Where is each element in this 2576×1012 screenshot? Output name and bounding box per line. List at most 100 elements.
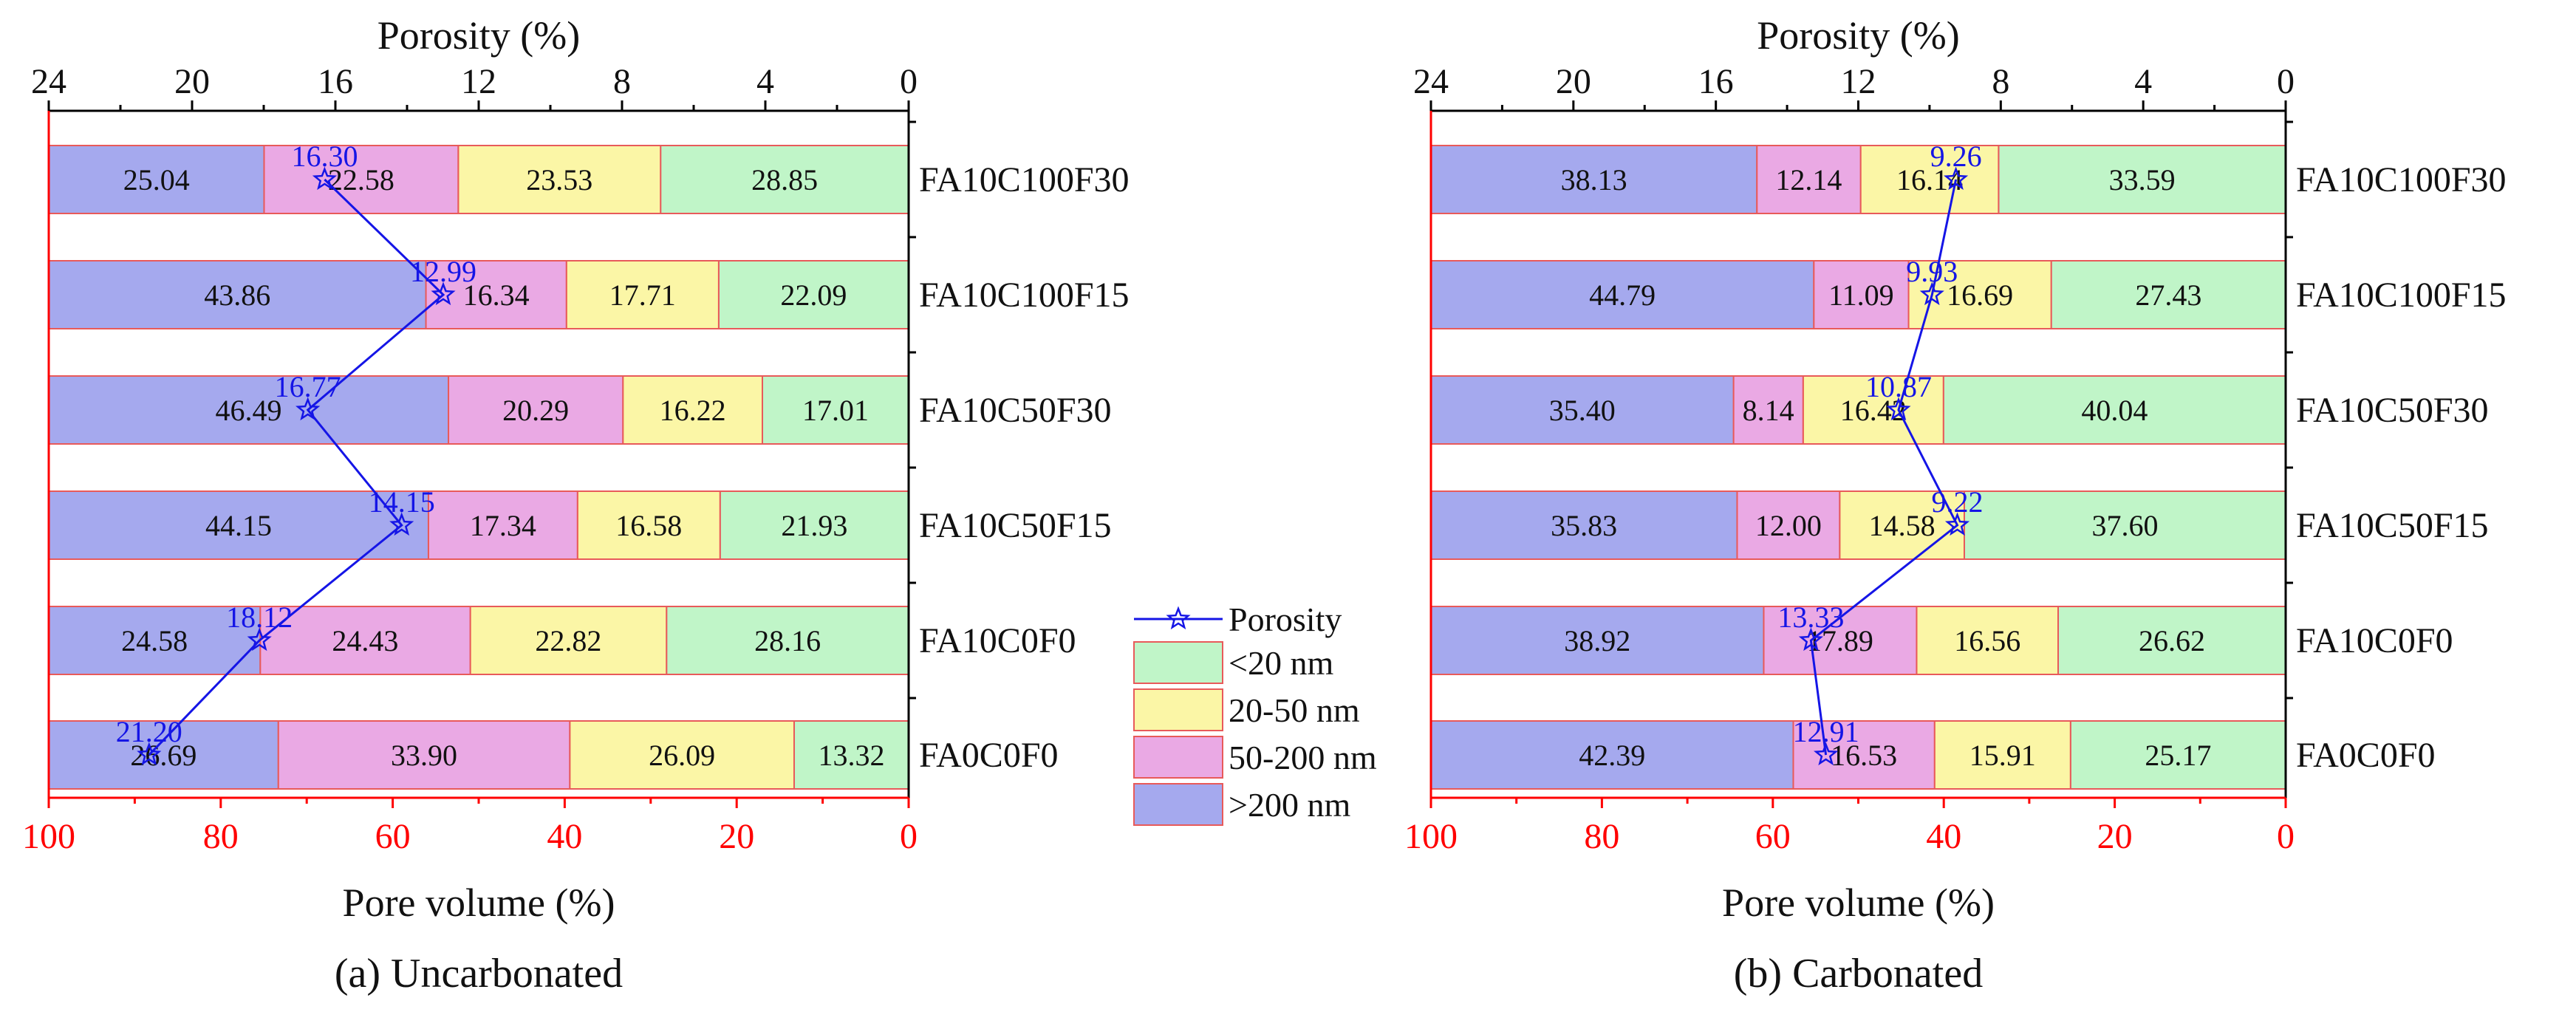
top-tick-label: 4	[2134, 62, 2152, 101]
porosity-point	[1814, 742, 1839, 766]
top-tick-label: 16	[318, 62, 353, 101]
bar-value-label: 38.13	[1561, 163, 1627, 196]
bar-segment	[1430, 375, 1735, 445]
bottom-tick-label: 80	[1584, 817, 1619, 856]
legend-porosity-star	[1166, 606, 1191, 630]
bar-segment	[1430, 260, 1815, 329]
bar-value-label: 37.60	[2091, 509, 2158, 542]
bottom-tick-label: 100	[22, 817, 75, 856]
bar-value-label: 16.34	[463, 278, 530, 312]
bar-value-label: 33.90	[391, 739, 457, 772]
bar-value-label: 16.42	[1840, 394, 1907, 427]
top-tick-label: 12	[461, 62, 496, 101]
legend-label: Porosity	[1229, 601, 1342, 638]
bar-value-label: 8.14	[1743, 394, 1794, 427]
bottom-axis-title: Pore volume (%)	[1722, 881, 1995, 925]
top-tick-label: 12	[1841, 62, 1876, 101]
bar-value-label: 33.59	[2109, 163, 2176, 196]
bar-value-label: 35.83	[1551, 509, 1617, 542]
bar-segment	[565, 260, 720, 329]
bar-segment	[719, 490, 909, 560]
category-label: FA0C0F0	[919, 736, 1059, 775]
bar-segment	[469, 606, 668, 675]
bar-segment	[1802, 375, 1944, 445]
bottom-tick-label: 20	[719, 817, 754, 856]
legend-swatch	[1133, 736, 1223, 779]
bar-segment	[1916, 606, 2060, 675]
bar-value-label: 16.69	[1947, 278, 2013, 312]
porosity-value-label: 12.99	[410, 255, 476, 288]
top-axis-title: Porosity (%)	[1757, 13, 1959, 58]
category-label: FA10C100F15	[2296, 276, 2507, 315]
porosity-line	[148, 178, 445, 756]
porosity-line	[1809, 179, 1959, 756]
bar-value-label: 22.58	[328, 163, 394, 196]
bottom-tick-label: 40	[1926, 817, 1961, 856]
bottom-tick-label: 0	[2277, 817, 2295, 856]
bar-segment	[263, 145, 459, 214]
porosity-point	[1919, 281, 1944, 306]
bar-value-label: 46.49	[215, 394, 281, 427]
category-label: FA10C0F0	[2296, 621, 2453, 660]
bar-value-label: 20.29	[502, 394, 569, 427]
porosity-value-label: 14.15	[369, 485, 435, 519]
bar-value-label: 17.34	[470, 509, 536, 542]
bar-value-label: 26.62	[2139, 624, 2205, 657]
bar-value-label: 14.58	[1869, 509, 1936, 542]
top-tick-label: 20	[174, 62, 210, 101]
bar-segment	[2057, 606, 2286, 675]
top-axis-title: Porosity (%)	[377, 13, 580, 58]
porosity-point	[1798, 627, 1823, 652]
porosity-point	[247, 627, 272, 652]
porosity-value-label: 9.93	[1906, 255, 1958, 288]
bar-value-label: 12.00	[1755, 509, 1822, 542]
bottom-tick-label: 40	[547, 817, 582, 856]
bar-segment	[793, 720, 909, 790]
bottom-tick-label: 0	[900, 817, 918, 856]
bar-segment	[457, 145, 662, 214]
bar-value-label: 11.09	[1828, 278, 1894, 312]
bar-value-label: 25.04	[123, 163, 190, 196]
porosity-point	[389, 512, 414, 536]
bar-segment	[622, 375, 764, 445]
bar-segment	[1430, 720, 1794, 790]
bar-value-label: 43.86	[204, 278, 270, 312]
top-tick-label: 0	[2277, 62, 2295, 101]
bar-segment	[1430, 606, 1765, 675]
category-label: FA10C100F30	[919, 160, 1130, 199]
bar-segment	[762, 375, 909, 445]
category-label: FA10C50F15	[2296, 506, 2489, 545]
bar-value-label: 17.89	[1807, 624, 1873, 657]
bar-value-label: 42.39	[1579, 739, 1645, 772]
bar-segment	[1429, 490, 1738, 560]
porosity-point	[137, 742, 162, 766]
porosity-value-label: 9.22	[1932, 485, 1984, 519]
panel-uncarbonated: 28.85 23.53 22.58 25.04 FA10C100F30 22.09 17.7…	[22, 13, 1130, 996]
bar-value-label: 38.92	[1564, 624, 1630, 657]
bar-segment	[259, 606, 471, 675]
porosity-point	[312, 166, 338, 191]
porosity-value-label: 18.12	[226, 601, 293, 634]
bar-value-label: 16.56	[1954, 624, 2020, 657]
bar-value-label: 44.15	[205, 509, 272, 542]
bar-value-label: 22.09	[780, 278, 847, 312]
category-label: FA10C0F0	[919, 621, 1076, 660]
porosity-value-label: 16.30	[291, 140, 358, 173]
bar-value-label: 28.85	[751, 163, 818, 196]
bar-value-label: 12.14	[1775, 163, 1842, 196]
top-tick-label: 4	[756, 62, 774, 101]
bar-value-label: 27.43	[2135, 278, 2201, 312]
bottom-axis-title: Pore volume (%)	[343, 881, 615, 925]
bar-segment	[48, 260, 427, 329]
legend-label: <20 nm	[1229, 644, 1333, 682]
bar-value-label: 28.16	[754, 624, 821, 657]
bar-segment	[576, 490, 721, 560]
bar-value-label: 21.93	[781, 509, 847, 542]
legend-swatch	[1133, 641, 1223, 684]
legend-swatch	[1133, 688, 1223, 731]
porosity-point	[1886, 397, 1911, 421]
bottom-tick-label: 60	[1755, 817, 1791, 856]
bottom-tick-label: 100	[1404, 817, 1458, 856]
